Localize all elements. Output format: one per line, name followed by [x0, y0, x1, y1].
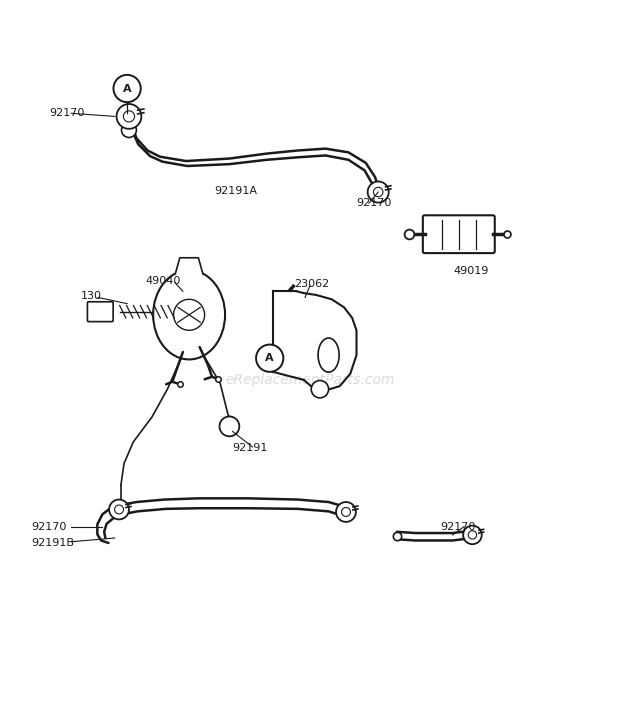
Text: 92191B: 92191B — [31, 538, 74, 548]
Ellipse shape — [318, 338, 339, 372]
Circle shape — [463, 526, 482, 544]
Text: A: A — [123, 84, 131, 94]
Circle shape — [113, 75, 141, 102]
Circle shape — [311, 381, 329, 398]
FancyBboxPatch shape — [423, 215, 495, 253]
Text: 92191A: 92191A — [214, 186, 257, 196]
Ellipse shape — [153, 270, 225, 360]
Circle shape — [256, 344, 283, 372]
Circle shape — [109, 500, 129, 520]
Circle shape — [336, 502, 356, 522]
Text: 49019: 49019 — [453, 266, 489, 277]
Polygon shape — [130, 111, 379, 196]
Text: 23062: 23062 — [294, 279, 330, 289]
Polygon shape — [120, 498, 346, 516]
Text: 130: 130 — [81, 291, 102, 301]
Polygon shape — [175, 258, 203, 273]
FancyBboxPatch shape — [87, 302, 113, 322]
Text: A: A — [265, 353, 274, 363]
Text: 49040: 49040 — [146, 276, 181, 286]
Circle shape — [122, 122, 136, 137]
Text: 92191: 92191 — [232, 443, 268, 453]
Text: 92170: 92170 — [31, 522, 66, 532]
Text: eReplacementParts.com: eReplacementParts.com — [225, 373, 395, 387]
Polygon shape — [397, 531, 472, 541]
Text: 92170: 92170 — [356, 199, 392, 208]
Circle shape — [117, 104, 141, 129]
Text: 92170: 92170 — [50, 108, 85, 118]
Circle shape — [219, 417, 239, 436]
Circle shape — [368, 182, 389, 203]
Text: 92170: 92170 — [440, 522, 476, 532]
